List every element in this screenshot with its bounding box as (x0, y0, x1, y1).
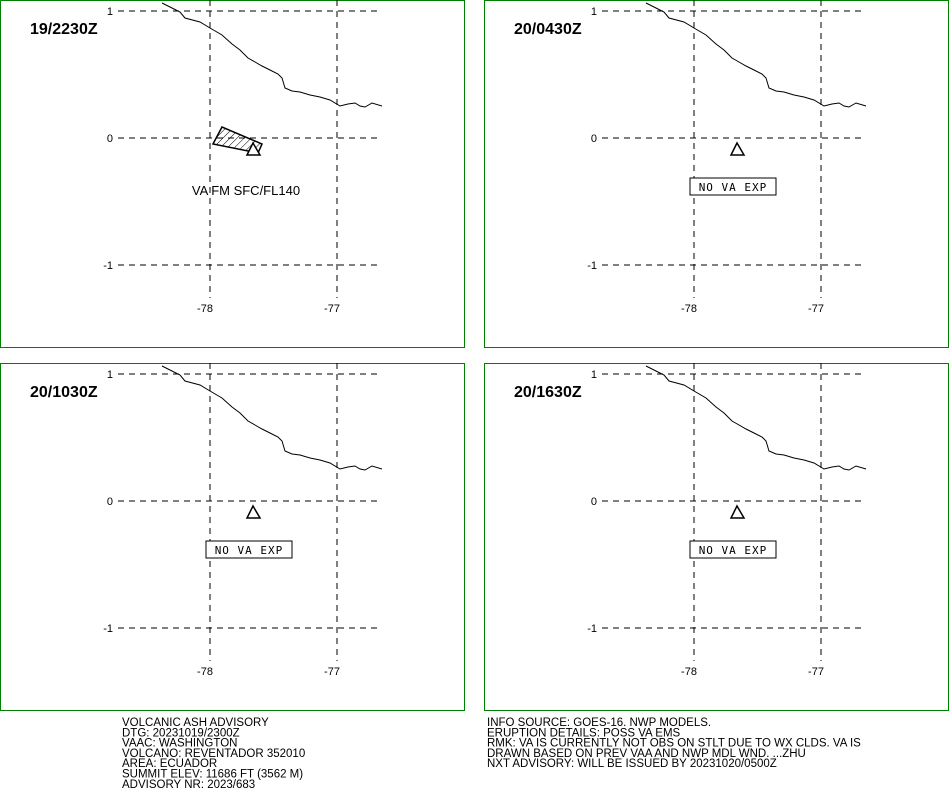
lat-label: 1 (591, 369, 597, 381)
advisory-line: SUMMIT ELEV: 11686 FT (3562 M) (122, 769, 303, 781)
lat-label: 0 (591, 496, 597, 508)
ash-annotation: NO VA EXP (699, 544, 768, 557)
advisory-line: ADVISORY NR: 2023/683 (122, 779, 255, 791)
advisory-line: VAAC: WASHINGTON (122, 738, 237, 750)
advisory-line: DRAWN BASED ON PREV VAA AND NWP MDL WND.… (487, 748, 806, 760)
map-panel: 1 0 -1 -78 -77 20/1630Z NO VA EXP (484, 363, 949, 711)
advisory-line: INFO SOURCE: GOES-16. NWP MODELS. (487, 717, 711, 729)
lat-label: -1 (587, 260, 597, 272)
lon-label: -78 (681, 303, 697, 315)
ash-annotation: NO VA EXP (215, 544, 284, 557)
lat-label: 1 (591, 6, 597, 18)
advisory-line: AREA: ECUADOR (122, 758, 217, 770)
lat-label: -1 (103, 260, 113, 272)
valid-time: 20/0430Z (514, 21, 582, 38)
panel-border (484, 363, 949, 711)
lon-label: -77 (808, 666, 824, 678)
ash-annotation: NO VA EXP (699, 181, 768, 194)
coastline (161, 2, 383, 108)
lon-label: -77 (324, 666, 340, 678)
map-panel: 1 0 -1 -78 -77 19/2230Z VA FM SFC/FL140 (0, 0, 465, 348)
advisory-line: RMK: VA IS CURRENTLY NOT OBS ON STLT DUE… (487, 738, 861, 750)
annotation-box (689, 540, 777, 559)
valid-time: 20/1630Z (514, 384, 582, 401)
panel-border (484, 0, 949, 348)
lat-label: -1 (587, 623, 597, 635)
advisory-line: NXT ADVISORY: WILL BE ISSUED BY 20231020… (487, 758, 777, 770)
lon-label: -78 (197, 303, 213, 315)
lat-label: 1 (107, 6, 113, 18)
map-panel: 1 0 -1 -78 -77 20/1030Z NO VA EXP (0, 363, 465, 711)
lat-label: -1 (103, 623, 113, 635)
volcano-symbol (729, 504, 746, 519)
lon-label: -77 (324, 303, 340, 315)
valid-time: 19/2230Z (30, 21, 98, 38)
advisory-line: ERUPTION DETAILS: POSS VA EMS (487, 727, 681, 739)
lat-label: 0 (107, 496, 113, 508)
annotation-box (689, 177, 777, 196)
ash-annotation: VA FM SFC/FL140 (192, 183, 300, 198)
panel-border (0, 363, 465, 711)
advisory-line: DTG: 20231019/2300Z (122, 727, 240, 739)
valid-time: 20/1030Z (30, 384, 98, 401)
annotation-box (205, 540, 293, 559)
lat-label: 0 (591, 133, 597, 145)
coastline (645, 365, 867, 471)
lat-label: 1 (107, 369, 113, 381)
map-panel: 1 0 -1 -78 -77 20/0430Z NO VA EXP (484, 0, 949, 348)
advisory-line: VOLCANO: REVENTADOR 352010 (122, 748, 305, 760)
volcano-symbol (245, 141, 262, 156)
coastline (645, 2, 867, 108)
advisory-line: VOLCANIC ASH ADVISORY (122, 717, 269, 729)
panel-border (0, 0, 465, 348)
volcano-symbol (729, 141, 746, 156)
lon-label: -78 (681, 666, 697, 678)
coastline (161, 365, 383, 471)
lon-label: -77 (808, 303, 824, 315)
lat-label: 0 (107, 133, 113, 145)
volcano-symbol (245, 504, 262, 519)
lon-label: -78 (197, 666, 213, 678)
